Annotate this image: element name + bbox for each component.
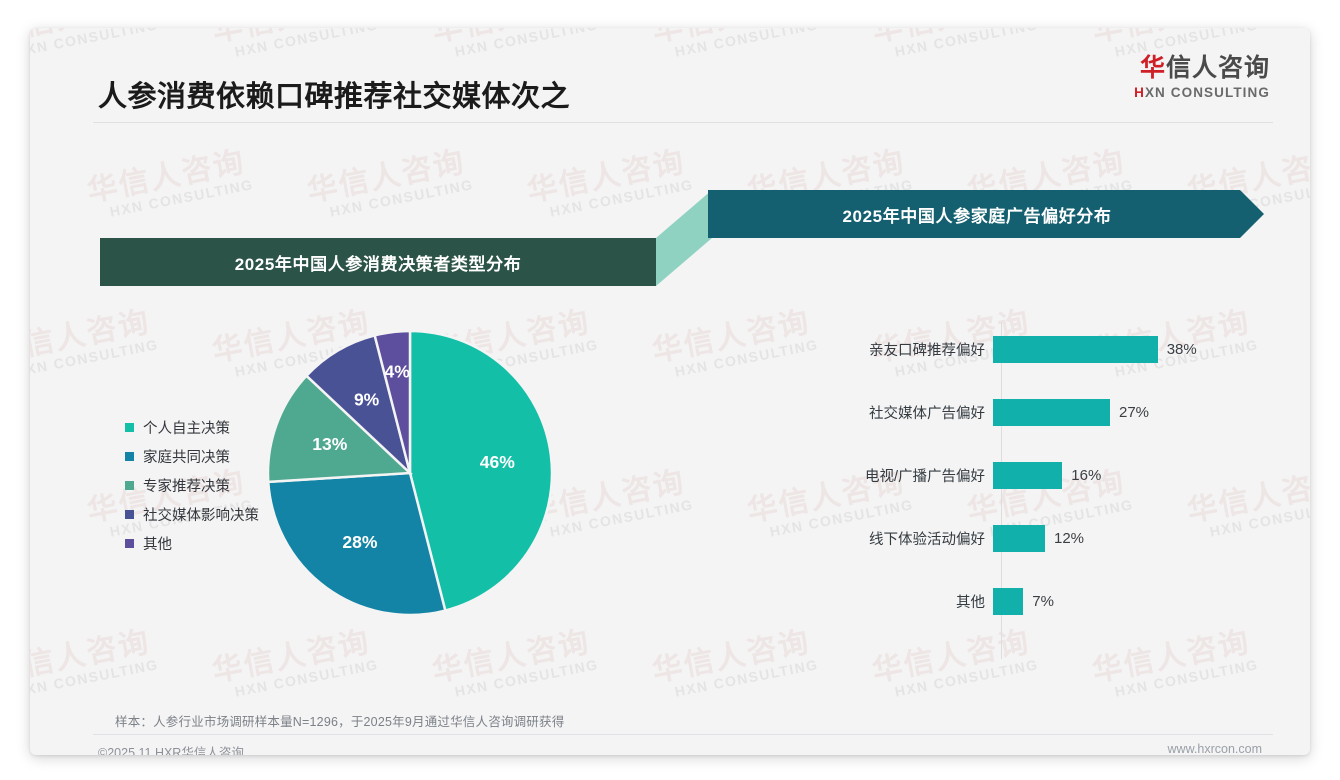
bar-row[interactable]: 其他 7% bbox=[790, 570, 1270, 633]
pie-slice[interactable] bbox=[408, 329, 554, 613]
section-banners: 2025年中国人参消费决策者类型分布 2025年中国人参家庭广告偏好分布 bbox=[30, 28, 1310, 308]
logo-chinese: 华信人咨询 bbox=[1134, 54, 1270, 83]
bar-fill[interactable] bbox=[993, 336, 1158, 363]
pie-slice-label: 4% bbox=[385, 362, 411, 382]
logo-chinese-rest: 信人咨询 bbox=[1165, 54, 1270, 82]
pie-chart-panel: 个人自主决策 家庭共同决策 专家推荐决策社交媒体影响决策 其他 46% 28% 13% 9%… bbox=[90, 318, 650, 668]
bar-row[interactable]: 社交媒体广告偏好 27% bbox=[790, 381, 1270, 444]
legend-swatch bbox=[125, 510, 134, 519]
bar-value-label: 7% bbox=[1032, 593, 1054, 610]
footer-copyright: ©2025.11 HXR华信人咨询 bbox=[98, 746, 244, 755]
footer-website: www.hxrcon.com bbox=[1167, 742, 1262, 755]
legend-item[interactable]: 家庭共同决策 bbox=[125, 442, 259, 471]
bar-track: 12% bbox=[993, 507, 1270, 570]
legend-swatch bbox=[125, 539, 134, 548]
pie-slice-label: 46% bbox=[480, 452, 515, 472]
legend-label: 社交媒体影响决策 bbox=[143, 508, 259, 524]
legend-label: 其他 bbox=[143, 537, 172, 553]
banner-left-title: 2025年中国人参消费决策者类型分布 bbox=[234, 254, 522, 274]
pie-chart: 46% 28% 13% 9% 4% bbox=[265, 328, 555, 618]
bar-fill[interactable] bbox=[993, 399, 1110, 426]
bar-category-label: 亲友口碑推荐偏好 bbox=[869, 343, 985, 359]
bar-category-label: 社交媒体广告偏好 bbox=[869, 406, 985, 422]
bar-track: 16% bbox=[993, 444, 1270, 507]
pie-slice[interactable] bbox=[373, 329, 412, 474]
bar-category-label: 电视/广播广告偏好 bbox=[864, 469, 985, 485]
legend-item[interactable]: 个人自主决策 bbox=[125, 413, 259, 442]
bar-track: 38% bbox=[993, 318, 1270, 381]
bar-row[interactable]: 线下体验活动偏好 12% bbox=[790, 507, 1270, 570]
sample-footnote: 样本：人参行业市场调研样本量N=1296，于2025年9月通过华信人咨询调研获得 bbox=[115, 715, 565, 729]
bar-category-label: 其他 bbox=[956, 595, 985, 611]
bar-value-label: 27% bbox=[1119, 404, 1150, 421]
header-divider bbox=[93, 122, 1273, 123]
bar-fill[interactable] bbox=[993, 462, 1063, 489]
legend-label: 家庭共同决策 bbox=[143, 450, 230, 466]
banner-left: 2025年中国人参消费决策者类型分布 bbox=[100, 238, 656, 286]
bar-value-label: 38% bbox=[1166, 341, 1197, 358]
banner-right: 2025年中国人参家庭广告偏好分布 bbox=[708, 190, 1264, 238]
legend-item[interactable]: 其他 bbox=[125, 529, 259, 558]
bar-chart-panel: 亲友口碑推荐偏好 38% 社交媒体广告偏好 27% 电视/广播广告偏好 16% 线下体验活动… bbox=[790, 318, 1270, 668]
legend-item[interactable]: 社交媒体影响决策 bbox=[125, 500, 259, 529]
logo-english-rest: XN CONSULTING bbox=[1144, 84, 1270, 100]
bar-chart-rows: 亲友口碑推荐偏好 38% 社交媒体广告偏好 27% 电视/广播广告偏好 16% 线下体验活动… bbox=[790, 318, 1270, 633]
brand-logo: 华信人咨询 HXN CONSULTING bbox=[1134, 54, 1270, 100]
bar-value-label: 16% bbox=[1071, 467, 1102, 484]
pie-slice[interactable] bbox=[304, 333, 413, 477]
bar-row[interactable]: 亲友口碑推荐偏好 38% bbox=[790, 318, 1270, 381]
legend-label: 专家推荐决策 bbox=[143, 479, 230, 495]
banner-connector-arrow bbox=[656, 190, 712, 286]
footer-divider bbox=[93, 734, 1273, 735]
logo-english: HXN CONSULTING bbox=[1134, 85, 1270, 100]
legend-swatch bbox=[125, 452, 134, 461]
bar-track: 7% bbox=[993, 570, 1270, 633]
pie-svg: 46% 28% 13% 9%4% bbox=[266, 329, 554, 617]
bar-chart-axis bbox=[1001, 322, 1002, 659]
bar-category-label: 线下体验活动偏好 bbox=[869, 532, 985, 548]
logo-hua-char: 华 bbox=[1139, 54, 1166, 82]
banner-right-title: 2025年中国人参家庭广告偏好分布 bbox=[842, 206, 1112, 226]
legend-swatch bbox=[125, 481, 134, 490]
bar-value-label: 12% bbox=[1054, 530, 1085, 547]
legend-label: 个人自主决策 bbox=[143, 421, 230, 437]
legend-item[interactable]: 专家推荐决策 bbox=[125, 471, 259, 500]
bar-fill[interactable] bbox=[993, 525, 1045, 552]
pie-slice-label: 13% bbox=[312, 434, 347, 454]
page-title: 人参消费依赖口碑推荐社交媒体次之 bbox=[98, 81, 571, 113]
pie-legend: 个人自主决策 家庭共同决策 专家推荐决策社交媒体影响决策 其他 bbox=[125, 413, 259, 558]
pie-slice-label: 28% bbox=[342, 532, 377, 552]
bar-track: 27% bbox=[993, 381, 1270, 444]
slide-header: 人参消费依赖口碑推荐社交媒体次之 华信人咨询 HXN CONSULTING bbox=[30, 28, 1310, 123]
pie-slice[interactable] bbox=[266, 374, 413, 484]
legend-swatch bbox=[125, 423, 134, 432]
bar-fill[interactable] bbox=[993, 588, 1024, 615]
bar-row[interactable]: 电视/广播广告偏好 16% bbox=[790, 444, 1270, 507]
pie-slice[interactable] bbox=[266, 471, 447, 617]
pie-slice-label: 9% bbox=[354, 390, 380, 410]
logo-h-char: H bbox=[1134, 84, 1145, 100]
